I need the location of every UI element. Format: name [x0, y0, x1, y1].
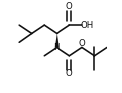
Text: N: N	[54, 43, 60, 52]
Text: O: O	[79, 39, 85, 48]
Text: O: O	[66, 3, 73, 11]
Text: O: O	[66, 69, 73, 78]
Text: OH: OH	[80, 21, 94, 30]
Polygon shape	[55, 33, 59, 47]
